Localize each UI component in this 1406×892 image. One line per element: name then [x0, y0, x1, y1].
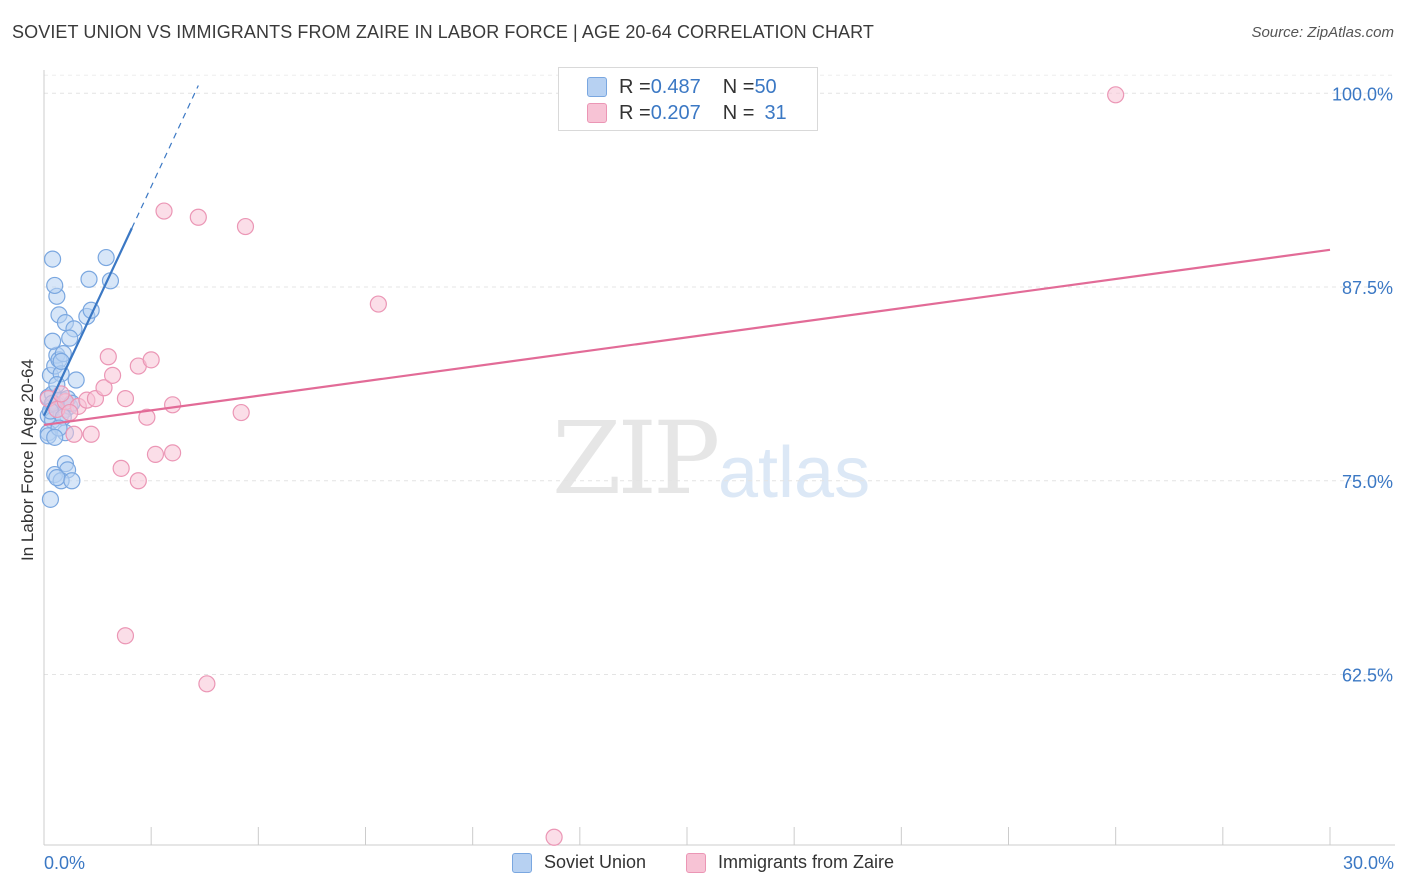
point-immigrants-from-zaire	[99, 348, 117, 366]
point-immigrants-from-zaire	[52, 385, 70, 403]
point-immigrants-from-zaire	[61, 403, 79, 422]
r-value: 0.207	[650, 101, 701, 124]
point-immigrants-from-zaire	[545, 828, 563, 846]
point-immigrants-from-zaire	[164, 396, 182, 414]
point-immigrants-from-zaire	[95, 379, 113, 397]
point-immigrants-from-zaire	[103, 366, 122, 384]
x-tick-max: 30.0%	[1342, 853, 1394, 873]
point-soviet-union	[46, 276, 64, 295]
legend-item-immigrants-from-zaire: Immigrants from Zaire	[686, 852, 894, 873]
r-label: R =	[619, 75, 651, 98]
watermark-zip: ZIP	[552, 400, 720, 517]
point-immigrants-from-zaire	[112, 459, 130, 477]
point-immigrants-from-zaire	[1107, 86, 1125, 104]
point-immigrants-from-zaire	[138, 408, 156, 426]
point-immigrants-from-zaire	[116, 627, 135, 645]
legend-swatch-immigrants-from-zaire	[686, 852, 707, 873]
point-immigrants-from-zaire	[189, 208, 207, 226]
legend-label-immigrants-from-zaire: Immigrants from Zaire	[718, 852, 895, 872]
point-immigrants-from-zaire	[155, 202, 173, 220]
y-axis-label: In Labor Force | Age 20-64	[18, 359, 37, 561]
r-value: 0.487	[650, 75, 701, 98]
trendline-soviet-union-extension	[131, 85, 199, 229]
point-immigrants-from-zaire	[369, 295, 387, 313]
series-legend: Soviet Union Immigrants from Zaire	[0, 852, 1406, 873]
n-label: N =	[722, 101, 755, 124]
point-soviet-union	[97, 248, 115, 267]
point-soviet-union	[67, 371, 85, 389]
point-immigrants-from-zaire	[129, 472, 147, 490]
r-label: R =	[619, 101, 651, 124]
stats-row-immigrants-from-zaire: R = 0.207 N = 31	[587, 101, 787, 125]
point-immigrants-from-zaire	[164, 444, 182, 462]
stats-row-soviet-union: R = 0.487 N = 50	[587, 75, 777, 99]
trendline-soviet-union	[43, 227, 133, 417]
point-immigrants-from-zaire	[236, 217, 255, 236]
point-soviet-union	[63, 472, 81, 490]
x-tick-min: 0.0%	[44, 853, 86, 873]
point-soviet-union	[46, 428, 64, 446]
point-soviet-union	[80, 270, 98, 288]
watermark-atlas: atlas	[718, 433, 871, 513]
legend-label-soviet-union: Soviet Union	[543, 852, 647, 872]
point-soviet-union	[43, 332, 62, 350]
n-value: 50	[754, 75, 777, 98]
point-immigrants-from-zaire	[146, 445, 165, 463]
source-label: Source: ZipAtlas.com	[1251, 24, 1394, 41]
point-soviet-union	[48, 469, 66, 487]
y-tick-label: 75.0%	[1342, 472, 1393, 492]
point-immigrants-from-zaire	[82, 425, 100, 443]
point-soviet-union	[41, 490, 60, 508]
n-value: 31	[764, 101, 787, 124]
point-immigrants-from-zaire	[65, 425, 83, 443]
n-label: N =	[722, 75, 755, 98]
point-immigrants-from-zaire	[198, 675, 216, 693]
y-tick-label: 87.5%	[1342, 278, 1393, 298]
trendline-immigrants-from-zaire	[43, 248, 1331, 427]
point-immigrants-from-zaire	[116, 390, 135, 408]
point-immigrants-from-zaire	[232, 403, 250, 422]
y-tick-label: 100.0%	[1332, 84, 1393, 104]
point-soviet-union	[43, 250, 62, 268]
point-soviet-union	[61, 329, 79, 347]
point-immigrants-from-zaire	[142, 351, 160, 369]
swatch-immigrants-from-zaire	[587, 103, 607, 123]
chart-title: SOVIET UNION VS IMMIGRANTS FROM ZAIRE IN…	[12, 22, 875, 42]
swatch-soviet-union	[587, 77, 607, 97]
legend-swatch-soviet-union	[511, 852, 532, 873]
y-tick-label: 62.5%	[1342, 666, 1393, 686]
stats-legend: R = 0.487 N = 50 R = 0.207 N = 31	[558, 67, 818, 131]
legend-item-soviet-union: Soviet Union	[511, 852, 647, 873]
